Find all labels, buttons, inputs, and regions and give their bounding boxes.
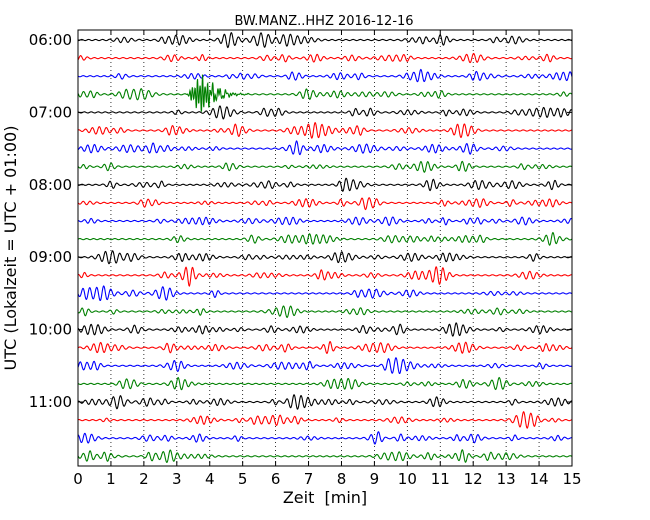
trace-0615 bbox=[77, 52, 573, 64]
x-tick-label-15: 15 bbox=[562, 470, 581, 488]
x-tick-label-4: 4 bbox=[205, 470, 215, 488]
trace-0900 bbox=[77, 250, 573, 265]
trace-0845 bbox=[77, 231, 573, 246]
trace-0715 bbox=[77, 121, 573, 139]
x-tick-label-11: 11 bbox=[431, 470, 450, 488]
trace-1045 bbox=[77, 376, 573, 391]
trace-0800 bbox=[77, 177, 573, 192]
trace-0700 bbox=[77, 105, 573, 120]
x-tick-label-0: 0 bbox=[73, 470, 83, 488]
trace-1130 bbox=[77, 431, 573, 445]
trace-0745 bbox=[77, 160, 573, 173]
trace-0945 bbox=[77, 305, 573, 319]
y-axis: 06:00 07:00 08:00 09:00 10:00 11:00 bbox=[29, 31, 572, 411]
y-axis-label: UTC (Lokalzeit = UTC + 01:00) bbox=[1, 126, 20, 371]
trace-0915 bbox=[78, 266, 573, 287]
x-axis: 0 1 2 3 4 5 6 7 8 9 10 11 12 13 14 15 bbox=[73, 30, 582, 488]
x-tick-label-14: 14 bbox=[530, 470, 549, 488]
trace-0730 bbox=[77, 140, 573, 156]
y-tick-label-07:00: 07:00 bbox=[29, 103, 72, 121]
x-tick-label-5: 5 bbox=[238, 470, 248, 488]
trace-0930 bbox=[77, 285, 573, 302]
x-tick-label-3: 3 bbox=[172, 470, 182, 488]
y-tick-label-10:00: 10:00 bbox=[29, 321, 72, 339]
trace-0830 bbox=[77, 216, 573, 227]
plot-frame bbox=[77, 29, 573, 467]
trace-1115 bbox=[77, 411, 573, 429]
y-tick-label-08:00: 08:00 bbox=[29, 176, 72, 194]
x-tick-label-12: 12 bbox=[464, 470, 483, 488]
trace-1030 bbox=[77, 357, 573, 375]
trace-0815 bbox=[77, 197, 573, 211]
x-tick-label-10: 10 bbox=[398, 470, 417, 488]
x-tick-label-1: 1 bbox=[106, 470, 116, 488]
trace-0630 bbox=[77, 68, 573, 83]
x-tick-label-7: 7 bbox=[304, 470, 314, 488]
trace-layer bbox=[77, 32, 573, 464]
x-tick-label-2: 2 bbox=[139, 470, 149, 488]
trace-0600 bbox=[77, 32, 573, 49]
y-tick-label-11:00: 11:00 bbox=[29, 393, 72, 411]
trace-1100 bbox=[77, 394, 573, 410]
x-tick-label-9: 9 bbox=[370, 470, 380, 488]
trace-0645 bbox=[77, 74, 573, 112]
x-tick-label-13: 13 bbox=[497, 470, 516, 488]
x-axis-label: Zeit [min] bbox=[283, 488, 367, 507]
x-tick-label-6: 6 bbox=[271, 470, 281, 488]
x-tick-label-8: 8 bbox=[337, 470, 347, 488]
y-tick-label-09:00: 09:00 bbox=[29, 248, 72, 266]
y-tick-label-06:00: 06:00 bbox=[29, 31, 72, 49]
trace-1015 bbox=[77, 341, 573, 355]
chart-title: BW.MANZ..HHZ 2016-12-16 bbox=[234, 14, 413, 29]
trace-1000 bbox=[77, 322, 573, 337]
trace-1145 bbox=[77, 449, 573, 464]
